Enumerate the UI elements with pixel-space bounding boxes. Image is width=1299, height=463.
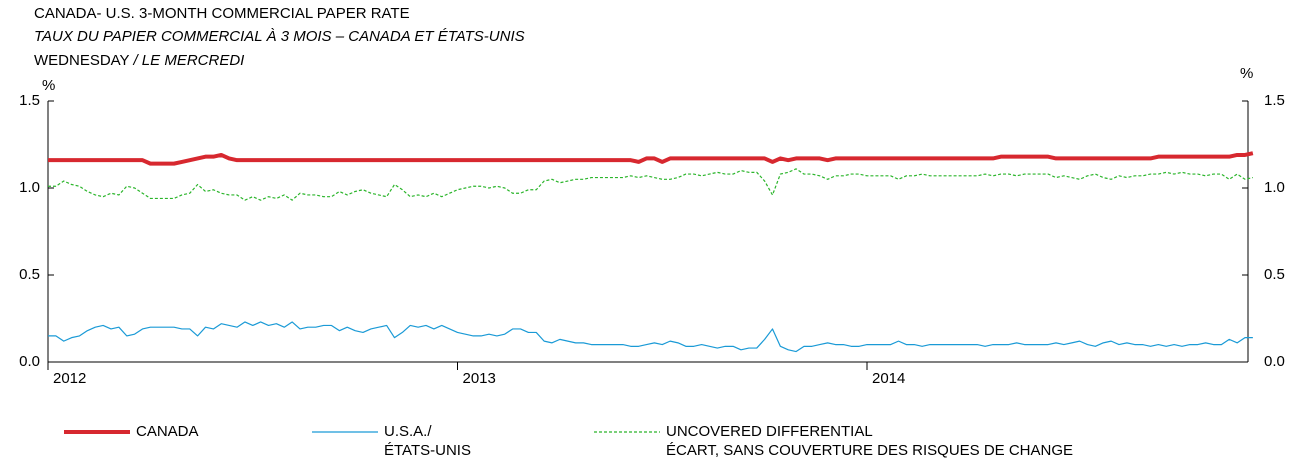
chart: CANADA- U.S. 3-MONTH COMMERCIAL PAPER RA… xyxy=(19,5,1285,387)
y2-tick-label: 1.0 xyxy=(1264,179,1285,196)
y-tick-label: 1.5 xyxy=(19,92,40,109)
series-line xyxy=(48,168,1254,201)
x-tick-label: 2012 xyxy=(53,370,86,387)
y2-tick-label: 1.5 xyxy=(1264,92,1285,109)
y-unit: % xyxy=(42,77,55,94)
y-tick-label: 0.5 xyxy=(19,266,40,283)
frequency-fr: / LE MERCREDI xyxy=(132,52,244,69)
legend-swatch xyxy=(594,431,660,433)
y2-tick-label: 0.0 xyxy=(1264,353,1285,370)
y2-unit: % xyxy=(1240,65,1253,82)
y-tick-label: 0.0 xyxy=(19,353,40,370)
legend-swatch xyxy=(312,431,378,433)
legend-label: CANADA xyxy=(136,423,199,440)
legend-label: UNCOVERED DIFFERENTIAL ÉCART, SANS COUVE… xyxy=(666,423,1074,459)
x-tick-label: 2014 xyxy=(872,370,905,387)
series-line xyxy=(48,151,1254,166)
y2-tick-label: 0.5 xyxy=(1264,266,1285,283)
legend-swatch xyxy=(64,430,130,434)
legend-label: U.S.A./ ÉTATS-UNIS xyxy=(384,423,471,459)
chart-subtitle: TAUX DU PAPIER COMMERCIAL À 3 MOIS – CAN… xyxy=(34,28,525,45)
legend-item: CANADA xyxy=(64,422,199,441)
chart-title: CANADA- U.S. 3-MONTH COMMERCIAL PAPER RA… xyxy=(34,5,410,22)
frequency-en: WEDNESDAY xyxy=(34,52,130,69)
frequency: WEDNESDAY / LE MERCREDI xyxy=(34,52,244,69)
series-line xyxy=(48,321,1253,353)
legend-item: UNCOVERED DIFFERENTIAL ÉCART, SANS COUVE… xyxy=(594,422,1073,460)
legend: CANADA U.S.A./ ÉTATS-UNIS UNCOVERED DIFFER… xyxy=(0,422,1299,463)
legend-item: U.S.A./ ÉTATS-UNIS xyxy=(312,422,471,460)
x-tick-label: 2013 xyxy=(463,370,496,387)
y-tick-label: 1.0 xyxy=(19,179,40,196)
